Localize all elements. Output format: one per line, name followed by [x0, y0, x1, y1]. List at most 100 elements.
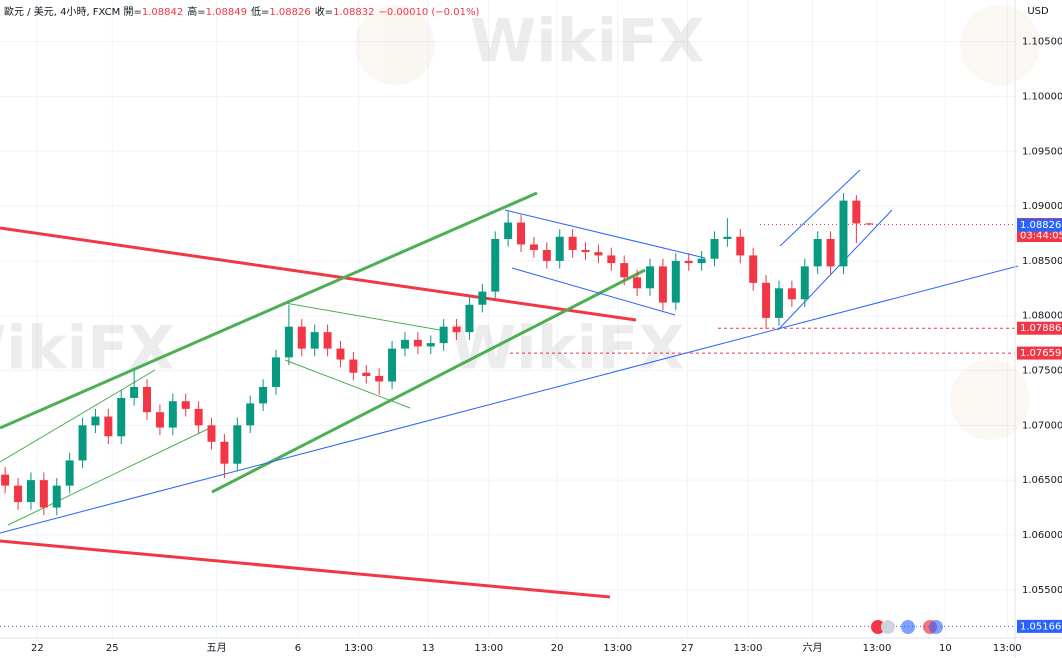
candle-body: [504, 222, 513, 239]
candle-body: [323, 332, 332, 349]
candle-body: [207, 425, 216, 442]
watermark-logo: [355, 5, 435, 85]
candle-body: [529, 244, 538, 250]
symbol-title: 歐元 / 美元, 4小時, FXCM: [4, 7, 121, 18]
x-tick-label: 20: [551, 643, 564, 654]
x-tick-label: 13:00: [734, 643, 763, 654]
candle-body: [594, 252, 603, 256]
x-tick-label: 13:00: [863, 643, 892, 654]
candle-body: [220, 441, 229, 464]
y-tick-label: 1.09000: [1022, 201, 1062, 212]
candle-body: [723, 236, 732, 239]
y-tick-label: 1.10000: [1022, 91, 1062, 102]
watermark: WikiFX: [470, 7, 704, 77]
ohlc-label: 低: [250, 7, 261, 18]
y-tick-label: 1.09500: [1022, 146, 1062, 157]
y-tick-label: 1.06500: [1022, 475, 1062, 486]
candle-body: [14, 485, 23, 503]
watermark-logo: [950, 360, 1030, 440]
candle-body: [465, 304, 474, 333]
candle-body: [581, 249, 590, 253]
candle-body: [271, 357, 280, 387]
candle-body: [852, 200, 861, 224]
candle-body: [800, 266, 809, 300]
candle-body: [52, 485, 61, 508]
icon: [929, 620, 943, 634]
candle-body: [78, 425, 87, 461]
trend-line: [0, 265, 1019, 534]
candle-body: [555, 236, 564, 261]
trend-line: [7, 427, 211, 526]
ohlc-value: 1.08832: [333, 7, 375, 18]
candle-body: [658, 266, 667, 303]
y-tick-label: 1.10500: [1022, 37, 1062, 48]
currency-label: USD: [1027, 6, 1049, 17]
candle-body: [388, 348, 397, 382]
candle-body: [297, 326, 306, 349]
candle-body: [749, 255, 758, 283]
x-tick-label: 13: [422, 643, 435, 654]
candle-body: [246, 403, 255, 426]
trend-line: [779, 169, 861, 247]
y-tick-label: 1.08500: [1022, 256, 1062, 267]
candle-body: [233, 425, 242, 464]
icon: [871, 620, 885, 634]
watermark: WikiFX: [450, 314, 684, 384]
candle-body: [787, 288, 796, 300]
ohlc-label: 收: [314, 7, 325, 18]
candle-body: [349, 359, 358, 373]
x-tick-label: 27: [681, 643, 694, 654]
candle-body: [104, 416, 113, 437]
candle-body: [478, 291, 487, 305]
trend-line: [0, 191, 538, 430]
toolbar-icons: [871, 620, 943, 634]
price-tag: [1017, 218, 1062, 232]
price-tag: [1017, 346, 1062, 360]
grid: [0, 0, 1015, 638]
watermark: WikiFX: [0, 314, 174, 384]
trend-line: [511, 267, 676, 316]
price-tag-label: 1.08826: [1020, 220, 1061, 231]
trend-line: [0, 226, 637, 322]
candle-body: [65, 460, 74, 486]
x-tick-label: 25: [106, 643, 119, 654]
x-tick-label: 六月: [803, 642, 823, 654]
candle-body: [826, 238, 835, 267]
ohlc-value: 1.08842: [141, 7, 184, 18]
candle-body: [375, 376, 384, 382]
y-tick-label: 1.08000: [1022, 311, 1062, 322]
x-tick-label: 五月: [207, 642, 227, 654]
trend-line: [284, 302, 441, 331]
candle-body: [1, 474, 10, 486]
candle-body: [26, 480, 35, 503]
candle-body: [130, 386, 139, 398]
candle-body: [400, 339, 409, 349]
price-tag: [1017, 619, 1062, 633]
candle-body: [426, 343, 435, 347]
candle-body: [839, 200, 848, 267]
y-tick-label: 1.07000: [1022, 420, 1062, 431]
candle-body: [568, 236, 577, 250]
watermark-logo: [960, 5, 1040, 85]
candle-body: [310, 332, 319, 349]
candle-body: [542, 249, 551, 261]
x-tick-label: 13:00: [474, 643, 503, 654]
trend-line: [504, 209, 706, 259]
candle-body: [684, 260, 693, 264]
candle-body: [284, 326, 293, 358]
trend-line: [0, 369, 156, 463]
x-tick-label: 13:00: [993, 643, 1022, 654]
candle-body: [620, 263, 629, 278]
candle-body: [697, 258, 706, 264]
trend-line: [211, 268, 646, 494]
x-tick-label: 13:00: [603, 643, 632, 654]
candle-body: [362, 372, 371, 377]
candle-body: [194, 408, 203, 426]
ohlc-value: 1.08826: [269, 7, 311, 18]
x-tick-label: 10: [939, 643, 952, 654]
candle-body: [413, 339, 422, 347]
ohlc-value: 1.08849: [205, 7, 247, 18]
